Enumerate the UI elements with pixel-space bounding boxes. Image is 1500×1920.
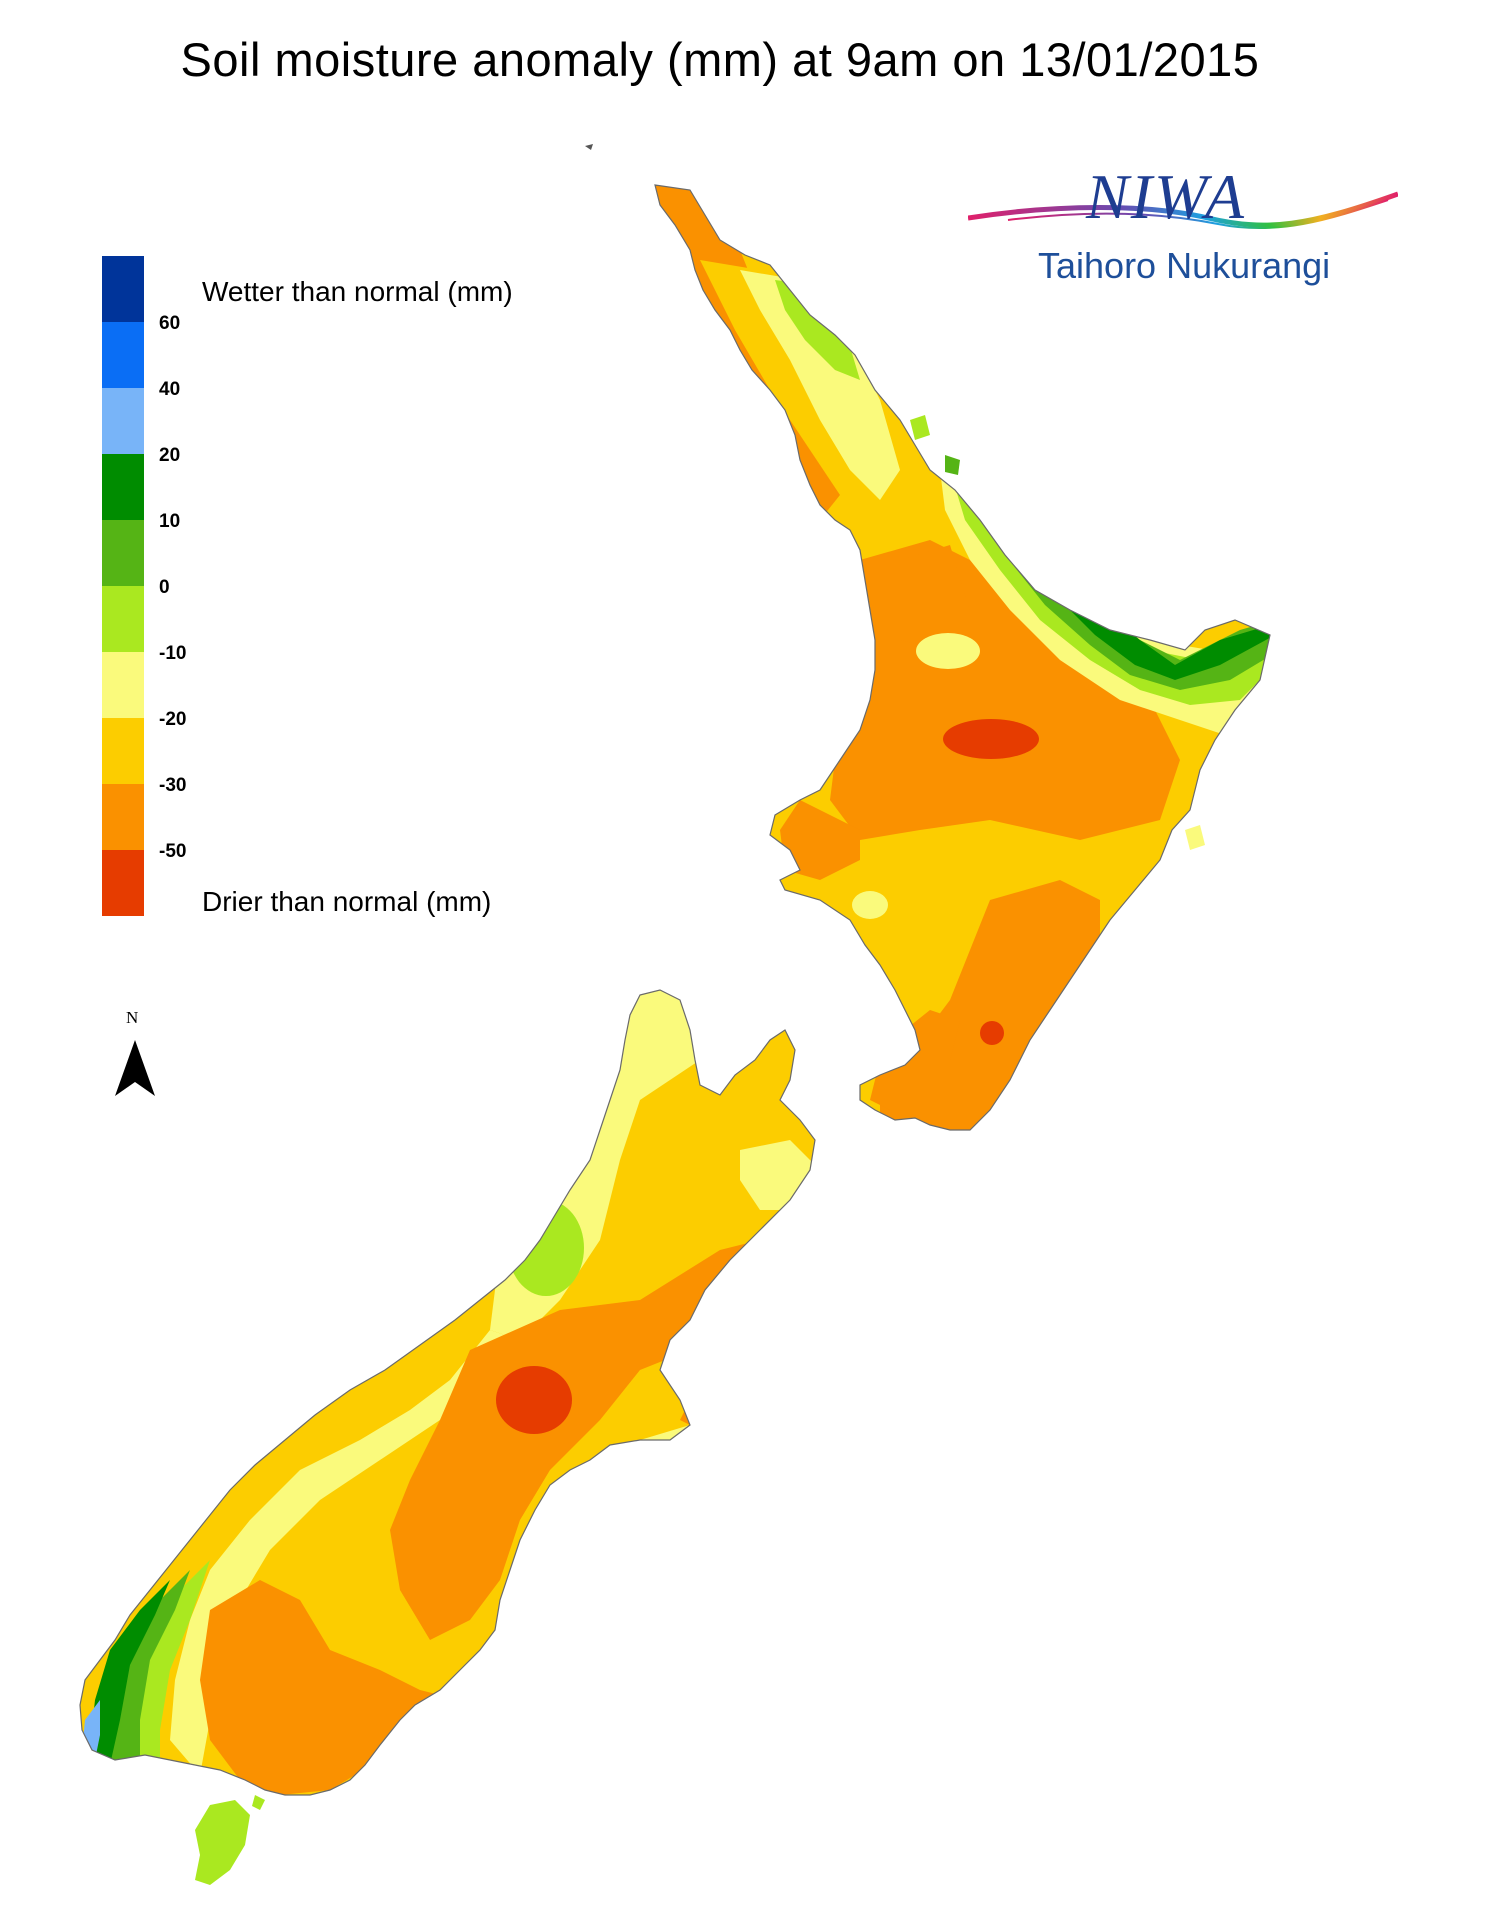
north-arrow-icon bbox=[115, 1040, 155, 1096]
legend-swatch bbox=[102, 850, 144, 916]
map-title: Soil moisture anomaly (mm) at 9am on 13/… bbox=[180, 33, 1260, 86]
legend-tick: 20 bbox=[159, 445, 181, 466]
legend-swatch bbox=[102, 388, 144, 454]
legend-tick: 10 bbox=[159, 511, 181, 532]
legend-tick: 60 bbox=[159, 313, 181, 334]
legend-swatch bbox=[102, 520, 144, 586]
legend-drier-label: Drier than normal (mm) bbox=[202, 886, 492, 917]
legend-swatch bbox=[102, 322, 144, 388]
logo-brand-text: NIWA bbox=[1086, 161, 1246, 232]
legend-swatch bbox=[102, 718, 144, 784]
legend-tick: -10 bbox=[159, 643, 187, 664]
legend-swatch bbox=[102, 256, 144, 322]
legend-tick: 40 bbox=[159, 379, 181, 400]
north-arrow: N bbox=[110, 1008, 160, 1104]
legend-swatch bbox=[102, 652, 144, 718]
logo-swoosh-icon bbox=[968, 191, 1398, 230]
legend-swatch bbox=[102, 784, 144, 850]
legend-swatch bbox=[102, 454, 144, 520]
legend-tick: -30 bbox=[159, 775, 187, 796]
niwa-logo: NIWA Taihoro Nukurangi bbox=[968, 160, 1398, 300]
legend-swatch bbox=[102, 586, 144, 652]
logo-subtitle: Taihoro Nukurangi bbox=[1038, 245, 1331, 286]
legend-tick: -50 bbox=[159, 841, 187, 862]
legend-wetter-label: Wetter than normal (mm) bbox=[202, 276, 513, 307]
legend-tick: 0 bbox=[159, 577, 170, 598]
legend-tick: -20 bbox=[159, 709, 187, 730]
north-letter: N bbox=[126, 1008, 139, 1027]
